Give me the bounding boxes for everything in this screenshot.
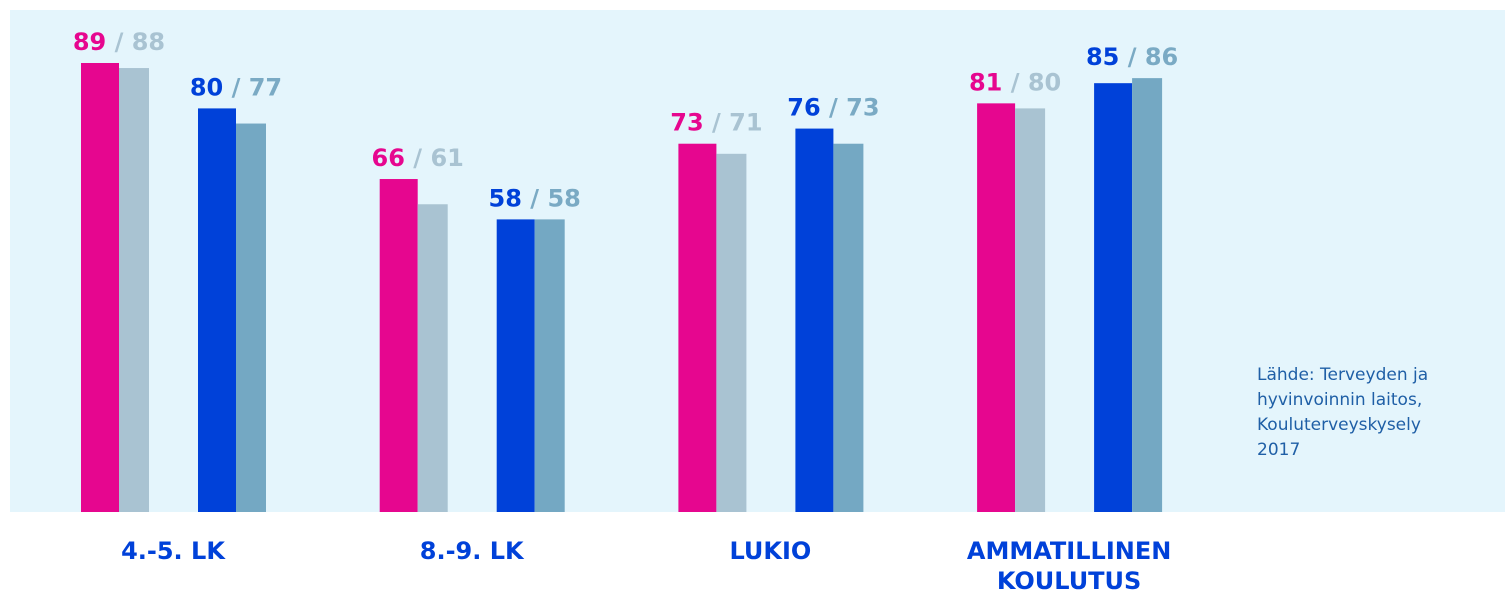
bar bbox=[678, 143, 717, 512]
value-label: 80 / 77 bbox=[190, 73, 282, 101]
separator: / bbox=[522, 184, 547, 212]
value-label: 58 / 58 bbox=[489, 184, 581, 212]
value-label: 66 / 61 bbox=[372, 144, 464, 172]
separator: / bbox=[1119, 43, 1144, 71]
value-label-current: 73 bbox=[670, 109, 703, 137]
bar bbox=[379, 179, 418, 512]
value-label-current: 89 bbox=[73, 28, 106, 56]
value-label-current: 80 bbox=[190, 73, 223, 101]
value-label: 76 / 73 bbox=[787, 94, 879, 122]
bar bbox=[81, 62, 119, 513]
category-label: 8.-9. LK bbox=[419, 537, 524, 565]
value-label-previous: 88 bbox=[132, 28, 165, 56]
separator: / bbox=[1002, 68, 1027, 96]
separator: / bbox=[821, 94, 846, 122]
value-label-current: 85 bbox=[1086, 43, 1119, 71]
value-label-previous: 80 bbox=[1028, 68, 1061, 96]
value-label-previous: 58 bbox=[547, 184, 580, 212]
bar bbox=[1015, 108, 1046, 513]
value-label-previous: 73 bbox=[846, 94, 879, 122]
bar bbox=[795, 128, 834, 512]
value-label-previous: 77 bbox=[249, 73, 282, 101]
value-label: 85 / 86 bbox=[1086, 43, 1178, 71]
value-label-previous: 61 bbox=[430, 144, 463, 172]
separator: / bbox=[106, 28, 131, 56]
bar bbox=[716, 153, 747, 512]
bar bbox=[236, 123, 266, 512]
value-label-current: 66 bbox=[372, 144, 405, 172]
separator: / bbox=[405, 144, 430, 172]
value-label-current: 58 bbox=[489, 184, 522, 212]
bar bbox=[496, 219, 535, 512]
bar bbox=[534, 219, 565, 512]
value-label: 89 / 88 bbox=[73, 28, 165, 56]
category-label: 4.-5. LK bbox=[121, 537, 225, 565]
bar bbox=[833, 143, 864, 512]
category-label: AMMATILLINEN KOULUTUS bbox=[966, 537, 1172, 595]
source-note: Kouluterveyskysely bbox=[1257, 415, 1421, 435]
separator: / bbox=[704, 109, 729, 137]
bar bbox=[417, 204, 448, 512]
source-note: Lähde: Terveyden ja bbox=[1257, 365, 1428, 385]
value-label: 73 / 71 bbox=[670, 109, 762, 137]
source-note: hyvinvoinnin laitos, bbox=[1257, 390, 1422, 410]
category-label: LUKIO bbox=[729, 537, 812, 565]
value-label: 81 / 80 bbox=[969, 68, 1061, 96]
source-note: 2017 bbox=[1257, 440, 1300, 460]
separator: / bbox=[223, 73, 248, 101]
bar bbox=[1132, 78, 1163, 512]
value-label-current: 81 bbox=[969, 68, 1002, 96]
value-label-previous: 71 bbox=[729, 109, 762, 137]
bar bbox=[198, 108, 236, 513]
value-label-current: 76 bbox=[787, 94, 820, 122]
bar bbox=[977, 103, 1016, 512]
value-label-previous: 86 bbox=[1145, 43, 1178, 71]
bar bbox=[1094, 83, 1133, 513]
bar bbox=[119, 68, 149, 512]
